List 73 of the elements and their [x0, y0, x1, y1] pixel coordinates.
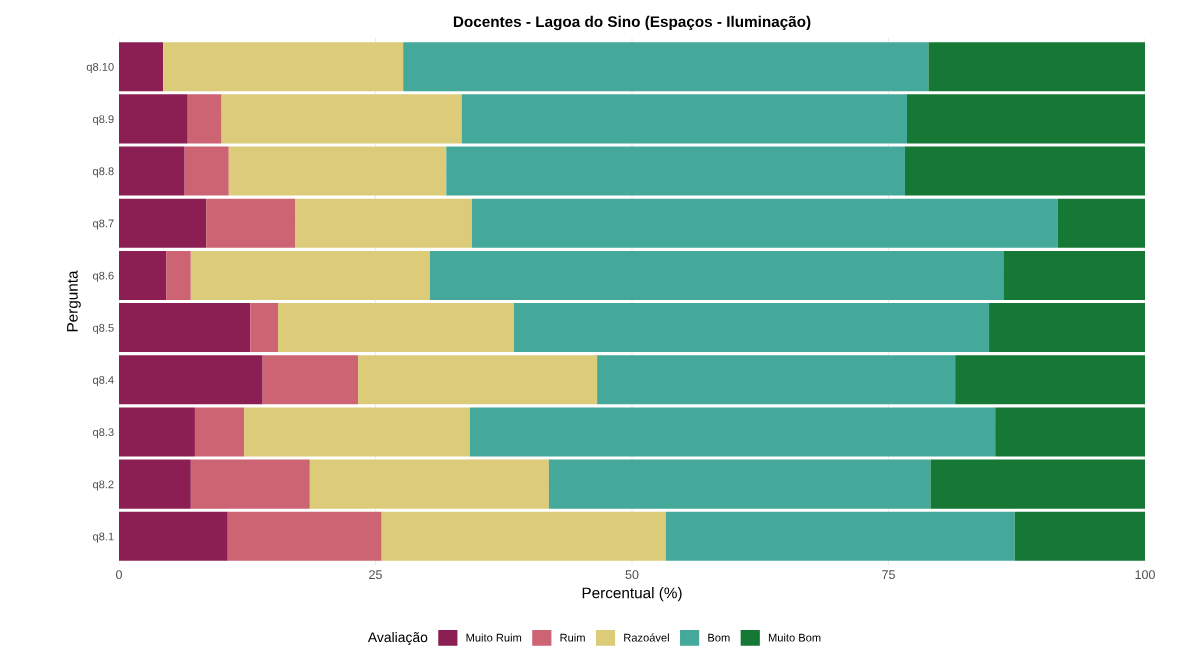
bar [119, 459, 191, 509]
y-tick-label: q8.9 [92, 115, 114, 126]
bar [119, 511, 228, 561]
bar [184, 146, 229, 196]
bar [190, 459, 310, 509]
y-tick-label: q8.3 [92, 428, 114, 439]
legend-label: Muito Bom [768, 633, 821, 642]
bar [119, 146, 185, 196]
y-tick-label: q8.8 [92, 167, 114, 178]
x-axis-title: Percentual (%) [582, 587, 682, 602]
bar [119, 407, 195, 457]
legend-label: Bom [708, 633, 730, 642]
bar [119, 94, 188, 144]
bar [1003, 250, 1145, 300]
y-tick-label: q8.4 [92, 376, 114, 387]
bar [278, 303, 515, 353]
y-tick-label: q8.7 [92, 219, 114, 230]
bar [548, 459, 931, 509]
bar [403, 42, 929, 92]
y-tick-label: q8.5 [92, 323, 114, 334]
bar [206, 198, 296, 248]
bar [190, 250, 430, 300]
y-axis-title: Pergunta [67, 270, 81, 332]
bar [665, 511, 1015, 561]
bar [461, 94, 907, 144]
bar [119, 250, 167, 300]
bar [166, 250, 191, 300]
y-tick-label: q8.2 [92, 480, 114, 491]
bar [597, 355, 956, 405]
bar [119, 303, 251, 353]
x-tick-label: 50 [625, 570, 639, 580]
bar [1057, 198, 1145, 248]
legend-label: Ruim [560, 633, 585, 642]
bar [955, 355, 1145, 405]
bar [119, 198, 207, 248]
bar [227, 511, 382, 561]
bar [381, 511, 666, 561]
y-tick-label: q8.6 [92, 271, 114, 282]
bar [471, 198, 1058, 248]
bar [429, 250, 1004, 300]
bar [928, 42, 1145, 92]
bar [1014, 511, 1145, 561]
x-tick-label: 25 [369, 570, 382, 580]
bar [295, 198, 472, 248]
x-tick-label: 100 [1135, 570, 1155, 580]
bar [904, 146, 1145, 196]
bar [930, 459, 1145, 509]
bar [514, 303, 990, 353]
legend-label: Razoável [624, 633, 669, 642]
bar [995, 407, 1145, 457]
bar [221, 94, 462, 144]
bar [989, 303, 1145, 353]
x-tick-label: 75 [882, 570, 895, 580]
bar [262, 355, 359, 405]
legend-label: Muito Ruim [466, 633, 522, 642]
bar [906, 94, 1145, 144]
y-tick-label: q8.1 [92, 532, 114, 543]
bar [250, 303, 279, 353]
bar [163, 42, 404, 92]
bar [187, 94, 222, 144]
bar [119, 355, 263, 405]
bar [119, 42, 164, 92]
x-tick-label: 0 [116, 570, 122, 580]
bar [244, 407, 470, 457]
bar [194, 407, 245, 457]
bar [469, 407, 996, 457]
chart-title: Docentes - Lagoa do Sino (Espaços - Iluminação) [453, 15, 811, 31]
bar [309, 459, 549, 509]
y-tick-label: q8.10 [86, 62, 114, 74]
legend-title: Avaliação [367, 631, 428, 645]
bar [446, 146, 905, 196]
bar [228, 146, 447, 196]
bar [358, 355, 598, 405]
